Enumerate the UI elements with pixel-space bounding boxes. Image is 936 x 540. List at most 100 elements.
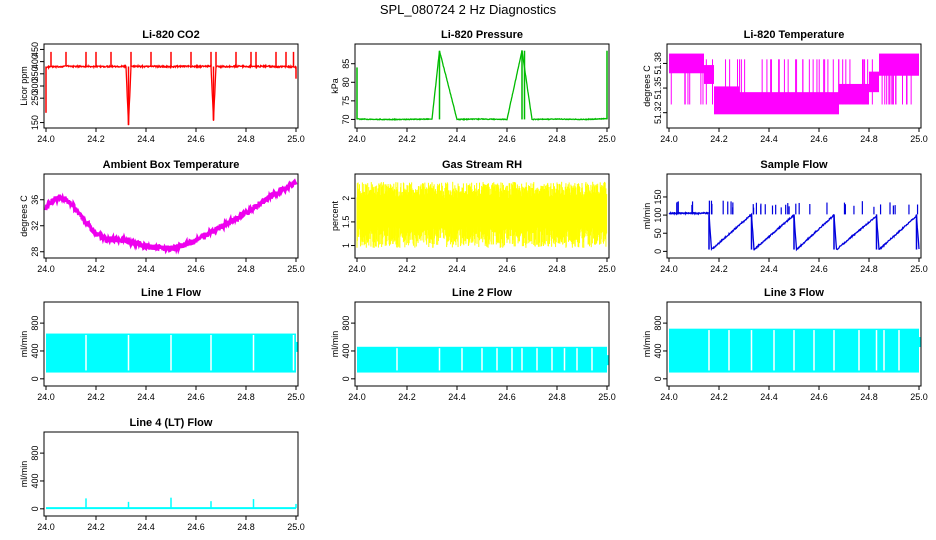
y-tick-label: 70 xyxy=(341,114,351,124)
panel-5: Sample Flow 24.0 24.2 24.4 24.6 24.8 25.0 0 50 10… xyxy=(642,159,928,274)
y-axis-label: degrees C xyxy=(642,65,652,107)
x-tick-label: 24.2 xyxy=(398,134,416,144)
y-tick-label: 32 xyxy=(30,221,40,231)
x-tick-label: 24.0 xyxy=(660,264,678,274)
figure-title: SPL_080724 2 Hz Diagnostics xyxy=(379,2,557,17)
series-band xyxy=(869,71,879,93)
y-tick-label: 350 xyxy=(30,66,40,81)
y-tick-label: 85 xyxy=(341,59,351,69)
x-tick-label: 24.0 xyxy=(348,264,366,274)
y-axis-label: ml/min xyxy=(642,203,652,230)
y-tick-label: 2 xyxy=(341,196,351,201)
plot-area xyxy=(44,178,298,255)
y-tick-label: 400 xyxy=(653,343,663,358)
x-tick-label: 25.0 xyxy=(287,264,305,274)
y-tick-label: 0 xyxy=(653,376,663,381)
plot-area xyxy=(668,200,920,252)
plot-frame xyxy=(666,301,922,387)
y-tick-label: 250 xyxy=(30,91,40,106)
panel-4: Gas Stream RH 24.0 24.2 24.4 24.6 24.8 25.0 1 1.… xyxy=(330,159,616,274)
x-tick-label: 24.0 xyxy=(660,392,678,402)
y-axis-label: Licor ppm xyxy=(19,66,29,106)
y-tick-label: 0 xyxy=(30,376,40,381)
x-tick-label: 24.8 xyxy=(548,392,566,402)
y-axis-label: ml/min xyxy=(19,331,29,358)
plot-frame xyxy=(666,173,922,259)
panel-title: Li-820 Temperature xyxy=(744,29,845,41)
x-tick-label: 24.8 xyxy=(237,392,255,402)
x-tick-label: 24.2 xyxy=(87,264,105,274)
y-tick-label: 800 xyxy=(653,316,663,331)
y-tick-label: 150 xyxy=(30,115,40,130)
x-tick-label: 25.0 xyxy=(287,134,305,144)
panel-1: Li-820 Pressure 24.0 24.2 24.4 24.6 24.8 25.0 7… xyxy=(330,29,616,144)
x-tick-label: 24.6 xyxy=(187,392,205,402)
x-tick-label: 24.6 xyxy=(498,392,516,402)
x-tick-label: 25.0 xyxy=(598,264,616,274)
panel-title: Li-820 Pressure xyxy=(441,29,523,41)
panel-8: Line 3 Flow 24.0 24.2 24.4 24.6 24.8 25.0 0 400 8… xyxy=(642,287,928,402)
plot-frame xyxy=(354,173,610,259)
plot-area xyxy=(46,333,298,373)
y-tick-label: 1 xyxy=(341,243,351,248)
y-tick-label: 400 xyxy=(30,54,40,69)
y-tick-label: 0 xyxy=(653,249,663,254)
y-axis-label: percent xyxy=(330,200,340,231)
panel-title: Line 4 (LT) Flow xyxy=(130,417,213,429)
plot-frame xyxy=(43,431,299,517)
x-tick-label: 24.6 xyxy=(187,522,205,532)
panel-title: Ambient Box Temperature xyxy=(103,159,240,171)
series-line xyxy=(45,63,297,126)
y-tick-label: 800 xyxy=(341,316,351,331)
y-tick-label: 800 xyxy=(30,316,40,331)
x-tick-label: 24.6 xyxy=(498,134,516,144)
panel-6: Line 1 Flow 24.0 24.2 24.4 24.6 24.8 25.0 0 400 8… xyxy=(19,287,305,402)
plot-frame xyxy=(354,301,610,387)
x-tick-label: 24.6 xyxy=(810,134,828,144)
x-tick-label: 24.0 xyxy=(37,264,55,274)
panel-title: Line 2 Flow xyxy=(452,287,512,299)
panel-0: Li-820 CO2 24.0 24.2 24.4 24.6 24.8 25.0 150 250… xyxy=(19,29,305,144)
x-tick-label: 24.6 xyxy=(187,134,205,144)
x-tick-label: 24.8 xyxy=(237,134,255,144)
y-tick-label: 400 xyxy=(30,473,40,488)
series-band xyxy=(704,65,714,84)
x-tick-label: 24.4 xyxy=(448,392,466,402)
x-tick-label: 24.0 xyxy=(348,134,366,144)
x-tick-label: 24.2 xyxy=(398,264,416,274)
x-tick-label: 24.2 xyxy=(710,264,728,274)
x-tick-label: 24.6 xyxy=(498,264,516,274)
y-tick-label: 28 xyxy=(30,247,40,257)
y-tick-label: 1.5 xyxy=(341,216,351,229)
x-tick-label: 24.4 xyxy=(137,134,155,144)
x-tick-label: 24.6 xyxy=(810,392,828,402)
y-axis-label: ml/min xyxy=(19,461,29,488)
plot-area xyxy=(356,181,608,248)
plot-area xyxy=(45,51,297,126)
plot-area xyxy=(356,50,608,122)
plot-frame xyxy=(43,301,299,387)
y-tick-label: 50 xyxy=(653,228,663,238)
x-tick-label: 24.2 xyxy=(398,392,416,402)
y-axis-label: ml/min xyxy=(642,331,652,358)
panel-title: Line 1 Flow xyxy=(141,287,201,299)
series-tail xyxy=(605,355,609,366)
x-tick-label: 24.4 xyxy=(448,264,466,274)
x-tick-label: 25.0 xyxy=(598,392,616,402)
panel-7: Line 2 Flow 24.0 24.2 24.4 24.6 24.8 25.0 0 400 8… xyxy=(330,287,616,402)
x-tick-label: 24.0 xyxy=(37,134,55,144)
y-tick-label: 150 xyxy=(653,189,663,204)
x-tick-label: 24.2 xyxy=(710,134,728,144)
x-tick-label: 24.4 xyxy=(137,522,155,532)
y-tick-label: 800 xyxy=(30,446,40,461)
panel-2: Li-820 Temperature 24.0 24.2 24.4 24.6 24.8 25… xyxy=(642,29,928,144)
plot-area xyxy=(357,346,609,373)
x-tick-label: 24.8 xyxy=(548,134,566,144)
x-tick-label: 25.0 xyxy=(598,134,616,144)
x-tick-label: 24.0 xyxy=(660,134,678,144)
plot-area xyxy=(669,53,919,115)
y-tick-label: 0 xyxy=(30,506,40,511)
x-tick-label: 24.2 xyxy=(710,392,728,402)
series-band xyxy=(669,53,704,74)
